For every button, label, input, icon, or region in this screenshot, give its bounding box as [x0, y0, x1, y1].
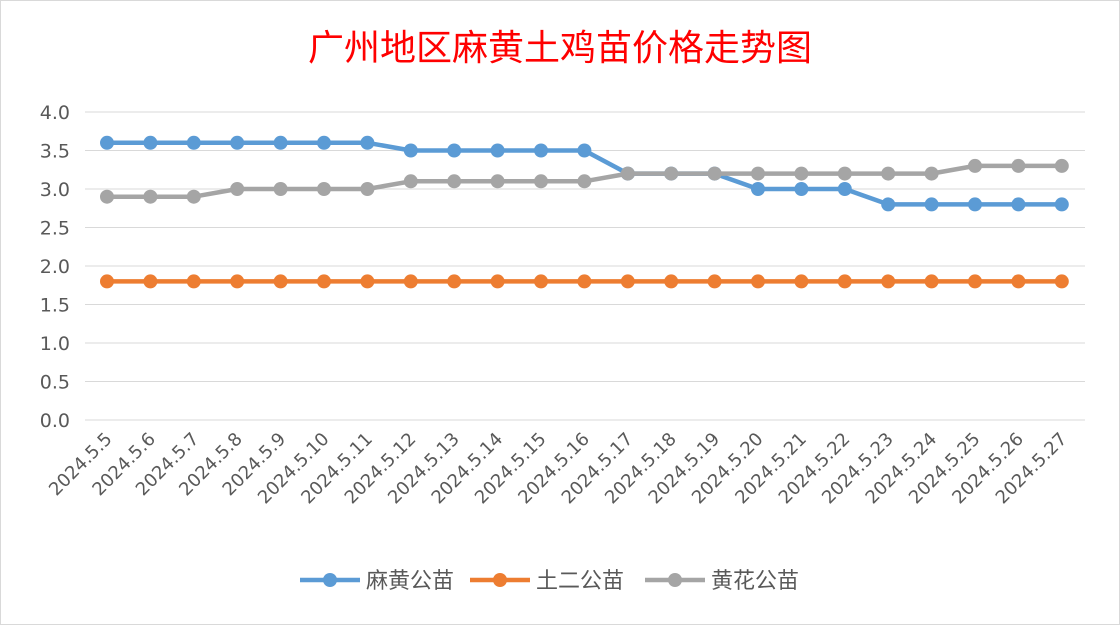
data-point: [447, 143, 462, 158]
data-point: [924, 274, 939, 289]
data-point: [620, 274, 635, 289]
data-point: [143, 189, 158, 204]
data-point: [186, 274, 201, 289]
data-point: [230, 182, 245, 196]
data-point: [794, 182, 809, 196]
data-point: [881, 166, 896, 181]
legend-item: 土二公苗: [470, 569, 624, 594]
legend-item: 麻黄公苗: [300, 569, 454, 594]
legend-swatch-marker: [323, 573, 337, 587]
y-tick-label: 3.0: [40, 179, 70, 201]
data-point: [664, 274, 679, 289]
data-point: [100, 135, 114, 150]
y-tick-label: 0.5: [40, 372, 70, 394]
data-point: [143, 135, 158, 150]
data-point: [664, 166, 679, 181]
y-tick-label: 4.0: [40, 102, 70, 124]
y-tick-label: 0.0: [40, 410, 70, 432]
data-point: [403, 174, 418, 189]
data-point: [751, 274, 765, 289]
data-point: [273, 135, 288, 150]
data-point: [534, 143, 548, 158]
data-point: [751, 166, 765, 181]
data-point: [490, 143, 505, 158]
data-point: [490, 174, 505, 189]
data-point: [837, 182, 852, 196]
legend-swatch-marker: [493, 573, 507, 587]
data-point: [360, 182, 375, 196]
data-point: [924, 166, 939, 181]
data-point: [403, 143, 418, 158]
data-point: [1011, 274, 1026, 289]
data-point: [620, 166, 635, 181]
data-point: [1054, 274, 1069, 289]
data-point: [447, 174, 462, 189]
data-point: [577, 274, 592, 289]
data-point: [794, 166, 809, 181]
series-3: [100, 158, 1069, 204]
data-point: [143, 274, 158, 289]
data-point: [794, 274, 809, 289]
data-point: [881, 274, 896, 289]
data-point: [1054, 158, 1069, 173]
data-point: [751, 182, 765, 196]
y-tick-label: 2.5: [40, 218, 70, 240]
data-point: [577, 174, 592, 189]
data-point: [360, 135, 375, 150]
data-point: [186, 135, 201, 150]
data-point: [881, 197, 896, 212]
y-tick-label: 1.0: [40, 333, 70, 355]
data-point: [837, 166, 852, 181]
data-point: [317, 135, 331, 150]
data-point: [447, 274, 462, 289]
data-point: [837, 274, 852, 289]
data-point: [707, 274, 722, 289]
data-point: [968, 197, 982, 212]
data-point: [490, 274, 505, 289]
data-point: [968, 158, 982, 173]
data-point: [360, 274, 375, 289]
data-point: [273, 182, 288, 196]
data-point: [707, 166, 722, 181]
legend-label: 土二公苗: [536, 569, 624, 594]
y-axis-ticks: 0.0 0.5 1.0 1.5 2.0 2.5 3.0 3.5 4.0: [40, 102, 70, 432]
series-2: [100, 274, 1069, 289]
data-point: [273, 274, 288, 289]
data-point: [1011, 158, 1026, 173]
data-point: [924, 197, 939, 212]
legend-label: 黄花公苗: [711, 569, 799, 594]
y-tick-label: 3.5: [40, 141, 70, 163]
data-point: [100, 189, 114, 204]
data-point: [968, 274, 982, 289]
data-point: [230, 274, 245, 289]
legend-item: 黄花公苗: [645, 569, 799, 594]
y-tick-label: 2.0: [40, 256, 70, 278]
legend-swatch-marker: [668, 573, 682, 587]
chart-title: 广州地区麻黄土鸡苗价格走势图: [308, 28, 812, 69]
legend: 麻黄公苗 土二公苗 黄花公苗: [300, 569, 799, 594]
data-point: [1011, 197, 1026, 212]
legend-label: 麻黄公苗: [366, 569, 454, 594]
data-point: [100, 274, 114, 289]
data-point: [534, 274, 548, 289]
data-point: [577, 143, 592, 158]
series-lines: [100, 135, 1069, 289]
data-point: [186, 189, 201, 204]
y-tick-label: 1.5: [40, 295, 70, 317]
data-point: [403, 274, 418, 289]
data-point: [230, 135, 245, 150]
data-point: [317, 182, 331, 196]
data-point: [317, 274, 331, 289]
data-point: [1054, 197, 1069, 212]
data-point: [534, 174, 548, 189]
